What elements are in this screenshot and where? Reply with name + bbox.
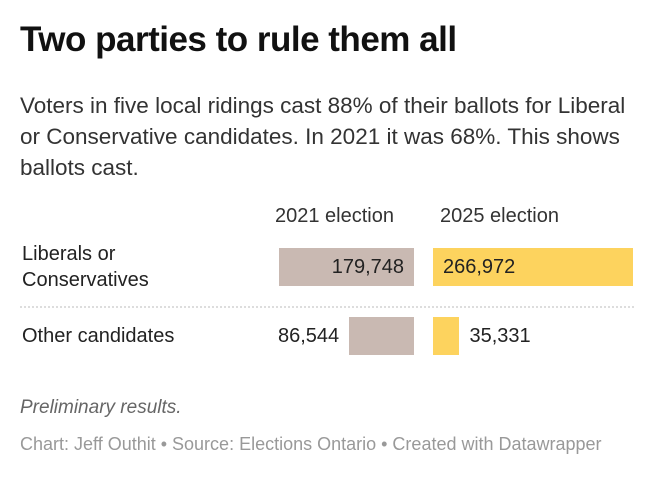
value-label-2021-row-0: 179,748 [331,256,404,278]
chart-title: Two parties to rule them all [20,20,457,59]
row-label-other-candidates: Other candidates [22,325,175,347]
value-label-2025-row-1: 35,331 [469,325,531,347]
row-label-liberals-conservatives: Liberals or Conservatives [22,243,149,291]
value-label-2021-row-1: 86,544 [278,325,340,347]
column-header-2021: 2021 election [275,205,394,227]
bar-2021-row-1 [349,317,414,355]
chart-description: Voters in five local ridings cast 88% of… [20,93,626,180]
bar-2021-row-0 [279,248,414,286]
bar-2025-row-0 [433,248,633,286]
note: Preliminary results. [20,397,182,418]
credit: Chart: Jeff Outhit • Source: Elections O… [20,434,602,454]
value-label-2025-row-0: 266,972 [443,256,516,278]
column-header-2025: 2025 election [440,205,559,227]
bar-2025-row-1 [433,317,460,355]
row-separator [20,306,634,308]
